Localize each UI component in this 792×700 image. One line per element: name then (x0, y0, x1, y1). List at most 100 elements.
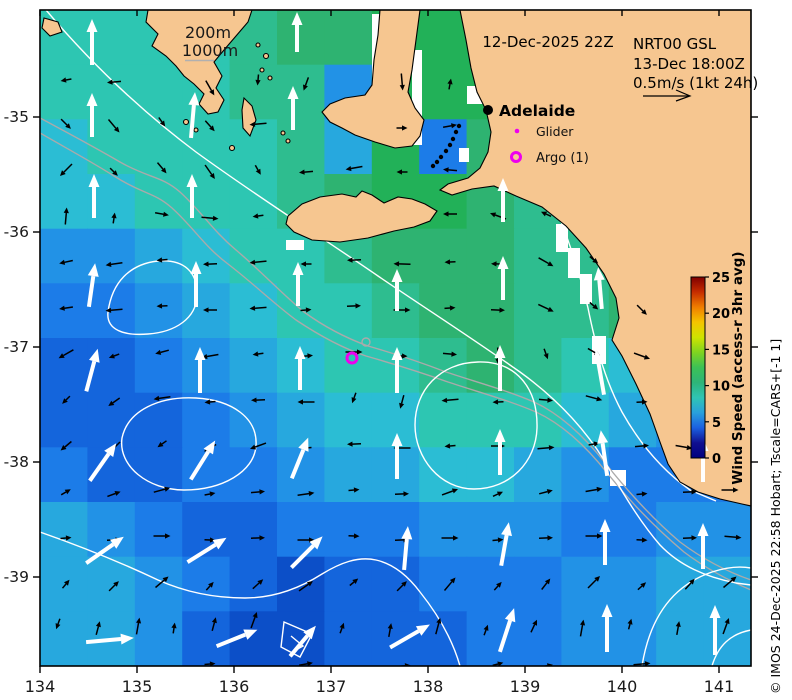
wind-cell (561, 447, 610, 503)
wind-arrow (88, 452, 111, 482)
current-arrow (211, 622, 216, 631)
glider-legend-label: Glider (536, 124, 574, 139)
current-arrow (158, 396, 171, 400)
current-arrow (724, 535, 737, 539)
current-arrow (633, 352, 646, 358)
wind-arrow (189, 450, 210, 481)
current-arrow (483, 629, 487, 636)
wind-arrow-head (504, 608, 516, 623)
current-arrow (353, 392, 357, 399)
wind-cell (561, 556, 610, 612)
current-arrow-head (60, 170, 66, 176)
current-arrow-head (60, 445, 67, 451)
wind-arrow (499, 534, 509, 567)
x-tick-label: 138 (413, 677, 444, 696)
current-arrow-head (203, 307, 209, 313)
wind-arrow-head (697, 523, 709, 536)
current-arrow (57, 618, 61, 625)
current-arrow-head (113, 126, 120, 133)
current-arrow-head (255, 168, 261, 175)
glider-track-dot (447, 142, 453, 148)
current-arrow-head (492, 399, 499, 405)
current-arrow-head (451, 123, 457, 129)
islet (193, 127, 199, 133)
current-arrow-head (107, 79, 113, 85)
current-arrow (63, 163, 73, 173)
current-arrow (538, 398, 548, 401)
wind-cell (608, 556, 657, 612)
wind-cell (277, 502, 325, 558)
current-arrow-head (641, 309, 647, 315)
current-arrow-head (171, 622, 177, 629)
current-arrow (201, 216, 214, 220)
current-arrow (442, 352, 452, 355)
wind-arrow-head (120, 633, 134, 645)
current-arrow-head (547, 261, 554, 267)
wind-arrow-head (287, 86, 299, 99)
current-arrow (156, 162, 164, 170)
current-arrow (442, 124, 452, 128)
current-arrow-head (691, 535, 697, 541)
current-arrow-head (59, 305, 65, 311)
colorbar-tick-label: 0 (712, 452, 721, 467)
current-arrow (493, 585, 499, 591)
wind-arrow-head (303, 625, 316, 640)
current-arrow-head (112, 170, 118, 176)
current-arrow-head (396, 169, 402, 175)
wind-cell (277, 119, 325, 175)
wind-arrow (402, 538, 409, 571)
current-arrow-head (108, 400, 115, 406)
current-arrow-head (399, 402, 405, 409)
wind-arrow-head (593, 267, 605, 281)
wind-cell (466, 228, 515, 284)
current-arrow (154, 212, 164, 216)
wind-cell (229, 174, 278, 230)
wind-cell (229, 338, 278, 394)
current-arrow-head (64, 579, 70, 586)
current-arrow-head (403, 491, 409, 497)
current-arrow-head (251, 397, 257, 403)
current-arrow-head (58, 353, 65, 359)
wind-arrow-head (497, 178, 509, 191)
current-arrow-head (307, 581, 313, 587)
current-arrow-head (161, 167, 167, 174)
wind-cell (514, 447, 562, 503)
wind-cell (324, 447, 373, 503)
wind-cell (40, 502, 88, 558)
wind-cell (134, 447, 183, 503)
current-arrow-head (724, 618, 730, 625)
wind-cell (466, 283, 515, 339)
current-arrow (585, 395, 598, 400)
y-tick-label: -36 (4, 223, 29, 241)
current-arrow-head (353, 533, 360, 539)
current-arrow (257, 74, 260, 81)
current-arrow-head (347, 441, 353, 447)
current-arrow-head (453, 535, 459, 541)
wind-arrow-head (709, 605, 721, 618)
current-arrow-head (547, 397, 553, 403)
wind-cell (40, 283, 88, 339)
islet (255, 42, 261, 48)
wind-cell (656, 611, 705, 666)
glider-track-dot (443, 148, 449, 154)
wind-arrow-head (494, 429, 506, 442)
current-arrow (158, 117, 163, 123)
wind-cell (324, 556, 373, 612)
wind-arrow-head (494, 345, 506, 358)
current-arrow (109, 167, 115, 173)
wind-cell (229, 392, 278, 448)
current-arrow-head (162, 576, 169, 583)
colorbar-ticks: 0 5 10 15 20 25 (705, 271, 730, 467)
current-arrow (64, 259, 73, 264)
current-arrow (64, 212, 68, 225)
current-arrow-head (387, 623, 393, 629)
islet (182, 118, 190, 126)
wind-cell (229, 283, 278, 339)
colorbar-tick-label: 25 (712, 271, 730, 286)
wind-cell (324, 338, 373, 394)
current-arrow-head (65, 535, 72, 541)
current-arrow (112, 397, 121, 404)
current-arrow-head (597, 533, 603, 539)
eddy-contour-central (414, 361, 538, 490)
